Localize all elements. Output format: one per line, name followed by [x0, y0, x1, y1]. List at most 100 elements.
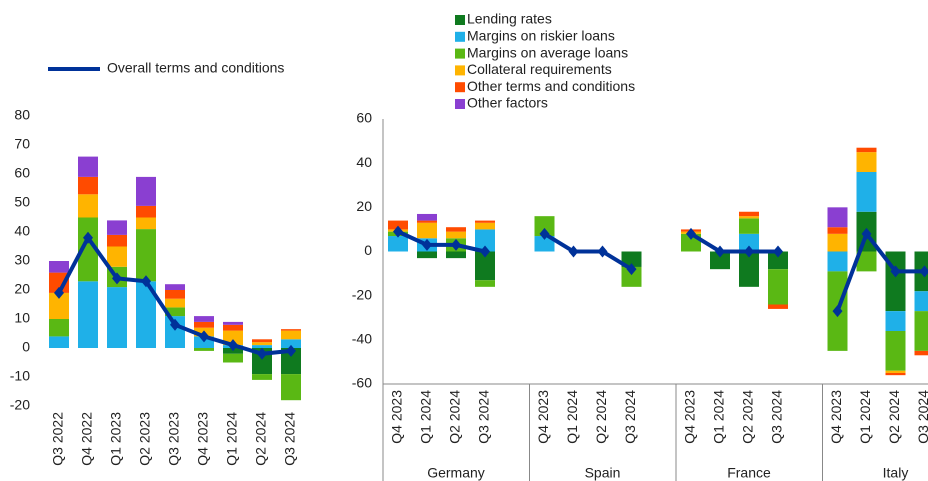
- x-tick-label: Q1 2024: [857, 390, 873, 444]
- bar: [475, 251, 495, 281]
- x-tick-label: Q3 2024: [769, 390, 785, 444]
- legend-label: Lending rates: [467, 11, 552, 27]
- bar: [827, 251, 848, 272]
- line-marker: [257, 347, 267, 360]
- line: [397, 229, 486, 254]
- x-tick-label: Q2 2023: [137, 412, 153, 466]
- x-tick-label: Q3 2023: [166, 412, 182, 466]
- bar: [223, 324, 243, 331]
- line-marker: [597, 245, 608, 258]
- bar: [446, 251, 466, 259]
- bar: [885, 372, 906, 376]
- bar: [165, 298, 185, 308]
- bar: [194, 321, 214, 328]
- bar: [107, 220, 127, 235]
- bar: [252, 345, 272, 348]
- y-tick-label: -10: [10, 368, 30, 384]
- bar: [827, 233, 848, 252]
- bar: [856, 172, 877, 212]
- x-tick-label: Q4 2023: [535, 390, 551, 444]
- bar: [223, 330, 243, 346]
- bar: [388, 220, 408, 230]
- line-marker: [861, 227, 872, 240]
- line: [543, 232, 633, 271]
- bar: [223, 321, 243, 325]
- legend-swatch: [455, 48, 465, 59]
- x-tick-label: Q3 2024: [622, 390, 638, 444]
- line-marker: [451, 238, 461, 251]
- y-tick-label: 80: [14, 107, 30, 123]
- bar: [827, 227, 848, 234]
- legend-swatch: [455, 65, 465, 76]
- line-marker: [626, 263, 637, 276]
- bar: [914, 291, 928, 312]
- line: [689, 232, 778, 254]
- line-marker: [686, 227, 696, 240]
- y-tick-label: -60: [352, 375, 372, 391]
- x-tick-label: Q3 2022: [50, 412, 66, 466]
- line-marker: [773, 245, 783, 258]
- line-marker: [919, 265, 928, 278]
- bar: [856, 152, 877, 172]
- bar: [281, 329, 301, 331]
- line-marker: [715, 245, 725, 258]
- x-tick-label: Q1 2024: [564, 390, 580, 444]
- legend-label: Other factors: [467, 95, 548, 111]
- x-tick-label: Q3 2024: [915, 390, 928, 444]
- legend-label: Overall terms and conditions: [107, 60, 284, 76]
- y-tick-label: 30: [14, 252, 30, 268]
- bar: [885, 370, 906, 373]
- bar: [768, 304, 788, 309]
- bar: [856, 251, 877, 272]
- line-marker: [744, 245, 754, 258]
- bar: [768, 251, 788, 270]
- x-tick-label: Q2 2024: [447, 390, 463, 444]
- line-marker: [228, 339, 238, 352]
- bar: [768, 269, 788, 305]
- y-tick-label: -20: [352, 286, 372, 302]
- line-marker: [832, 305, 843, 318]
- legend-swatch: [455, 99, 465, 109]
- x-tick-label: Q2 2024: [593, 390, 609, 444]
- x-tick-label: Q1 2024: [224, 412, 240, 466]
- bar: [475, 280, 495, 287]
- bar: [223, 353, 243, 363]
- y-tick-label: -20: [10, 397, 30, 413]
- bar: [78, 281, 98, 348]
- legend-label: Collateral requirements: [467, 61, 612, 77]
- group-label: Germany: [427, 465, 485, 481]
- line-marker: [83, 231, 93, 244]
- y-tick-label: 0: [364, 242, 372, 258]
- bar: [739, 218, 759, 234]
- line-marker: [422, 238, 432, 251]
- legend-swatch: [455, 15, 465, 25]
- bar: [417, 251, 437, 259]
- bar: [281, 330, 301, 340]
- line-marker: [539, 227, 550, 240]
- bar: [739, 216, 759, 219]
- bar: [534, 216, 555, 237]
- y-tick-label: 60: [14, 165, 30, 181]
- bar: [252, 339, 272, 343]
- bar: [194, 348, 214, 351]
- line-marker: [141, 275, 151, 288]
- line-marker: [890, 265, 901, 278]
- bar: [417, 220, 437, 223]
- bar: [475, 220, 495, 223]
- x-tick-label: Q4 2023: [682, 390, 698, 444]
- bar: [107, 287, 127, 348]
- x-tick-label: Q3 2024: [282, 412, 298, 466]
- bar: [446, 227, 466, 232]
- bar: [107, 234, 127, 247]
- bar: [165, 316, 185, 348]
- line-marker: [568, 245, 579, 258]
- bar: [49, 272, 69, 293]
- bar: [885, 331, 906, 371]
- bar: [78, 156, 98, 177]
- legend-swatch: [455, 31, 465, 42]
- group-label: Italy: [883, 465, 909, 481]
- legend-label: Margins on riskier loans: [467, 28, 615, 44]
- bar: [165, 284, 185, 290]
- group-label: France: [727, 465, 771, 481]
